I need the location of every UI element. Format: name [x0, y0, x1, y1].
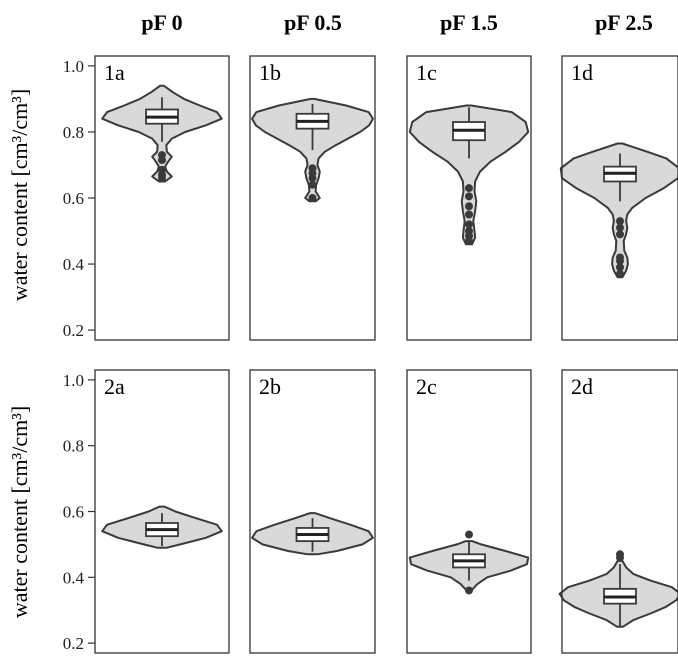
column-titles: pF 0 pF 0.5 pF 1.5 pF 2.5 [141, 10, 653, 35]
panel-1a: 1a [94, 55, 230, 341]
panel-frame [561, 369, 678, 654]
outlier-point [616, 263, 624, 272]
outlier-point [465, 210, 473, 219]
y-tick-label: 0.6 [63, 189, 84, 208]
outlier-point [465, 192, 473, 201]
panel-label-1a: 1a [104, 60, 125, 85]
panel-frame [406, 369, 532, 654]
y-tick-label: 0.4 [63, 255, 85, 274]
y-axis-label-row2: water content [cm³/cm³] [7, 406, 32, 618]
outlier-point [616, 269, 624, 278]
panel-1c: 1c [406, 55, 532, 341]
y-tick-label: 0.8 [63, 437, 84, 456]
outlier-point [465, 202, 473, 211]
y-tick-label: 0.2 [63, 634, 84, 653]
panel-frame [249, 369, 376, 654]
y-axis-row-1: 0.2 0.4 0.6 0.8 1.0 [63, 57, 95, 340]
panel-frame [94, 55, 230, 341]
outlier-point [308, 174, 317, 183]
outlier-point [158, 156, 166, 165]
outlier-point [616, 230, 624, 239]
violin [408, 104, 530, 246]
violin [559, 142, 678, 279]
panel-2b: 2b [249, 369, 376, 654]
y-axis-label-row1: water content [cm³/cm³] [7, 89, 32, 301]
row-1: 0.2 0.4 0.6 0.8 1.0 1a 1b 1c 1d [63, 55, 678, 341]
column-title-pf15: pF 1.5 [440, 10, 498, 35]
panel-frame [561, 55, 678, 341]
panel-2a: 2a [94, 369, 230, 654]
y-tick-label: 1.0 [63, 371, 84, 390]
panel-label-2b: 2b [259, 374, 281, 399]
panel-1b: 1b [249, 55, 376, 341]
y-tick-label: 0.4 [63, 568, 85, 587]
y-tick-label: 1.0 [63, 57, 84, 76]
panel-1d: 1d [559, 55, 678, 341]
outlier-point [616, 256, 624, 265]
outlier-point [465, 530, 473, 539]
panel-2c: 2c [406, 369, 532, 654]
outlier-point [616, 223, 624, 232]
panel-label-1b: 1b [259, 60, 281, 85]
panel-label-1d: 1d [571, 60, 593, 85]
y-tick-label: 0.6 [63, 503, 84, 522]
outlier-point [308, 194, 317, 202]
plot-area: 0.2 0.4 0.6 0.8 1.0 1a 1b 1c 1d 0.2 0.4 0.6 0.8 1.0 2a… [63, 55, 678, 654]
outlier-point [616, 553, 624, 562]
outlier-point [158, 174, 166, 183]
panel-label-2d: 2d [571, 374, 593, 399]
outlier-point [308, 180, 317, 189]
panel-label-2c: 2c [416, 374, 437, 399]
outlier-point [465, 236, 473, 245]
panel-2d: 2d [558, 369, 678, 654]
panel-frame [94, 369, 230, 654]
outlier-point [465, 184, 473, 193]
row-2: 0.2 0.4 0.6 0.8 1.0 2a 2b 2c 2d [63, 369, 678, 654]
outlier-point [616, 217, 624, 226]
outlier-point [465, 586, 473, 595]
column-title-pf0: pF 0 [141, 10, 182, 35]
panel-label-2a: 2a [104, 374, 125, 399]
outlier-point [465, 220, 473, 229]
panel-label-1c: 1c [416, 60, 437, 85]
panel-frame [249, 55, 376, 341]
y-tick-label: 0.8 [63, 123, 84, 142]
column-title-pf05: pF 0.5 [284, 10, 342, 35]
y-axis-row-2: 0.2 0.4 0.6 0.8 1.0 [63, 371, 95, 653]
column-title-pf25: pF 2.5 [595, 10, 653, 35]
panel-frame [406, 55, 532, 341]
y-tick-label: 0.2 [63, 321, 84, 340]
